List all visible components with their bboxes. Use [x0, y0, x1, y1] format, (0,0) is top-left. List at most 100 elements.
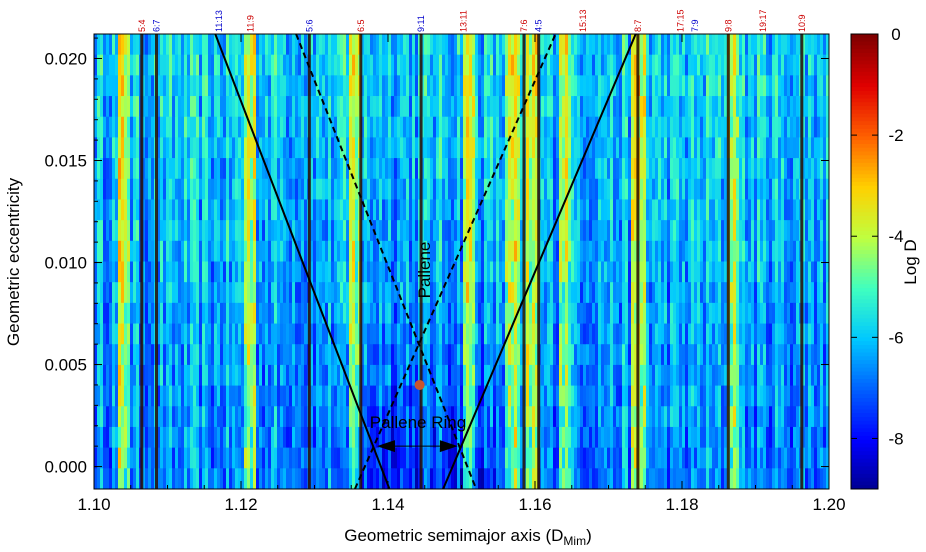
- colorbar-segment: [851, 318, 878, 323]
- colorbar-segment: [851, 204, 878, 209]
- dashed-boundary-line: [354, 33, 557, 490]
- colorbar-segment: [851, 386, 878, 391]
- resonance-label: 11:13: [214, 10, 224, 32]
- colorbar-segment: [851, 60, 878, 65]
- colorbar-segment: [851, 265, 878, 270]
- resonance-label: 11:9: [246, 15, 256, 32]
- colorbar-segment: [851, 113, 878, 118]
- colorbar-segment: [851, 303, 878, 308]
- colorbar-segment: [851, 238, 878, 244]
- dashed-boundary-line: [295, 33, 478, 490]
- colorbar-segment: [851, 420, 878, 426]
- x-axis-title-sub: Mim: [563, 534, 586, 548]
- colorbar-segment: [851, 458, 878, 463]
- colorbar-segment: [851, 439, 878, 444]
- colorbar-segment: [851, 401, 878, 407]
- colorbar-segment: [851, 41, 878, 46]
- colorbar-segment: [851, 344, 878, 350]
- y-tick-label: 0.005: [44, 356, 87, 375]
- pericenter-line: [442, 33, 637, 490]
- colorbar-segment: [851, 155, 878, 160]
- colorbar-segment: [851, 333, 878, 338]
- resonance-label: 9:8: [723, 19, 733, 32]
- y-tick-label: 0.015: [44, 152, 87, 171]
- colorbar-segment: [851, 246, 878, 251]
- colorbar-segment: [851, 83, 878, 88]
- colorbar-segment: [851, 140, 878, 145]
- colorbar-segment: [851, 109, 878, 115]
- x-axis-title: Geometric semimajor axis (DMim): [344, 526, 592, 548]
- resonance-label: 17:15: [676, 9, 686, 32]
- colorbar-segment: [851, 473, 878, 479]
- pericenter-line: [214, 33, 391, 490]
- resonance-labels: 5:4 6:7 11:13 11:9 5:6 6:5 9:11 13:11 7:6 4:5 15:1…: [137, 9, 807, 32]
- colorbar-segment: [851, 87, 878, 92]
- colorbar-segment: [851, 197, 878, 202]
- colorbar-segment: [851, 394, 878, 399]
- colorbar-segment: [851, 216, 878, 221]
- axes: 1.10 1.12 1.14 1.16 1.18 1.20 0.000 0.005 0.010 0…: [44, 34, 846, 514]
- resonance-label: 6:7: [151, 19, 161, 32]
- resonance-line: [522, 34, 526, 489]
- resonance-label: 5:6: [304, 19, 314, 32]
- colorbar-segment: [851, 462, 878, 467]
- pallene-ring-label: Pallene Ring: [370, 413, 466, 432]
- resonance-line: [307, 34, 311, 489]
- colorbar-tick-label: -4: [888, 227, 903, 246]
- overlay: [140, 33, 804, 490]
- resonance-line: [419, 34, 423, 489]
- y-tick-label: 0.020: [44, 49, 87, 68]
- x-axis-title-close: ): [586, 526, 592, 545]
- colorbar-segment: [851, 234, 878, 240]
- colorbar-segment: [851, 356, 878, 361]
- colorbar-segment: [851, 212, 878, 217]
- colorbar-segment: [851, 121, 878, 126]
- colorbar-segment: [851, 68, 878, 73]
- colorbar-segment: [851, 147, 878, 153]
- colorbar-segment: [851, 261, 878, 266]
- colorbar-segment: [851, 291, 878, 297]
- colorbar-tick-label: 0: [891, 25, 900, 44]
- colorbar-segment: [851, 49, 878, 54]
- colorbar-segment: [851, 52, 878, 58]
- colorbar: 0 -2 -4 -6 -8: [850, 25, 904, 490]
- colorbar-segment: [851, 272, 878, 278]
- colorbar-segment: [851, 34, 878, 39]
- y-axis-title: Geometric eccentricity: [4, 177, 23, 346]
- resonance-line: [359, 34, 363, 489]
- colorbar-segment: [851, 360, 878, 365]
- colorbar-segment: [851, 253, 878, 259]
- colorbar-segment: [851, 371, 878, 376]
- colorbar-segment: [851, 314, 878, 319]
- colorbar-segment: [851, 329, 878, 335]
- colorbar-segment: [851, 398, 878, 403]
- colorbar-segment: [851, 71, 878, 77]
- resonance-label: 7:6: [519, 19, 529, 32]
- colorbar-segment: [851, 106, 878, 111]
- colorbar-segment: [851, 367, 878, 372]
- resonance-label: 10:9: [797, 14, 807, 32]
- colorbar-segment: [851, 435, 878, 441]
- colorbar-segment: [851, 102, 878, 107]
- colorbar-segment: [851, 409, 878, 414]
- colorbar-segment: [851, 443, 878, 448]
- colorbar-segment: [851, 348, 878, 353]
- colorbar-segment: [851, 56, 878, 62]
- x-tick-label: 1.14: [371, 495, 404, 514]
- colorbar-segment: [851, 257, 878, 262]
- colorbar-segment: [851, 424, 878, 429]
- ring-arrow-left-head: [376, 440, 395, 453]
- colorbar-segment: [851, 466, 878, 471]
- colorbar-segment: [851, 223, 878, 228]
- colorbar-segment: [851, 45, 878, 50]
- colorbar-segment: [851, 181, 878, 187]
- colorbar-segment: [851, 295, 878, 300]
- colorbar-segment: [851, 242, 878, 247]
- colorbar-segment: [851, 447, 878, 452]
- colorbar-segment: [851, 64, 878, 69]
- colorbar-segment: [851, 485, 878, 490]
- colorbar-segment: [851, 390, 878, 395]
- colorbar-segment: [851, 310, 878, 316]
- colorbar-segment: [851, 143, 878, 149]
